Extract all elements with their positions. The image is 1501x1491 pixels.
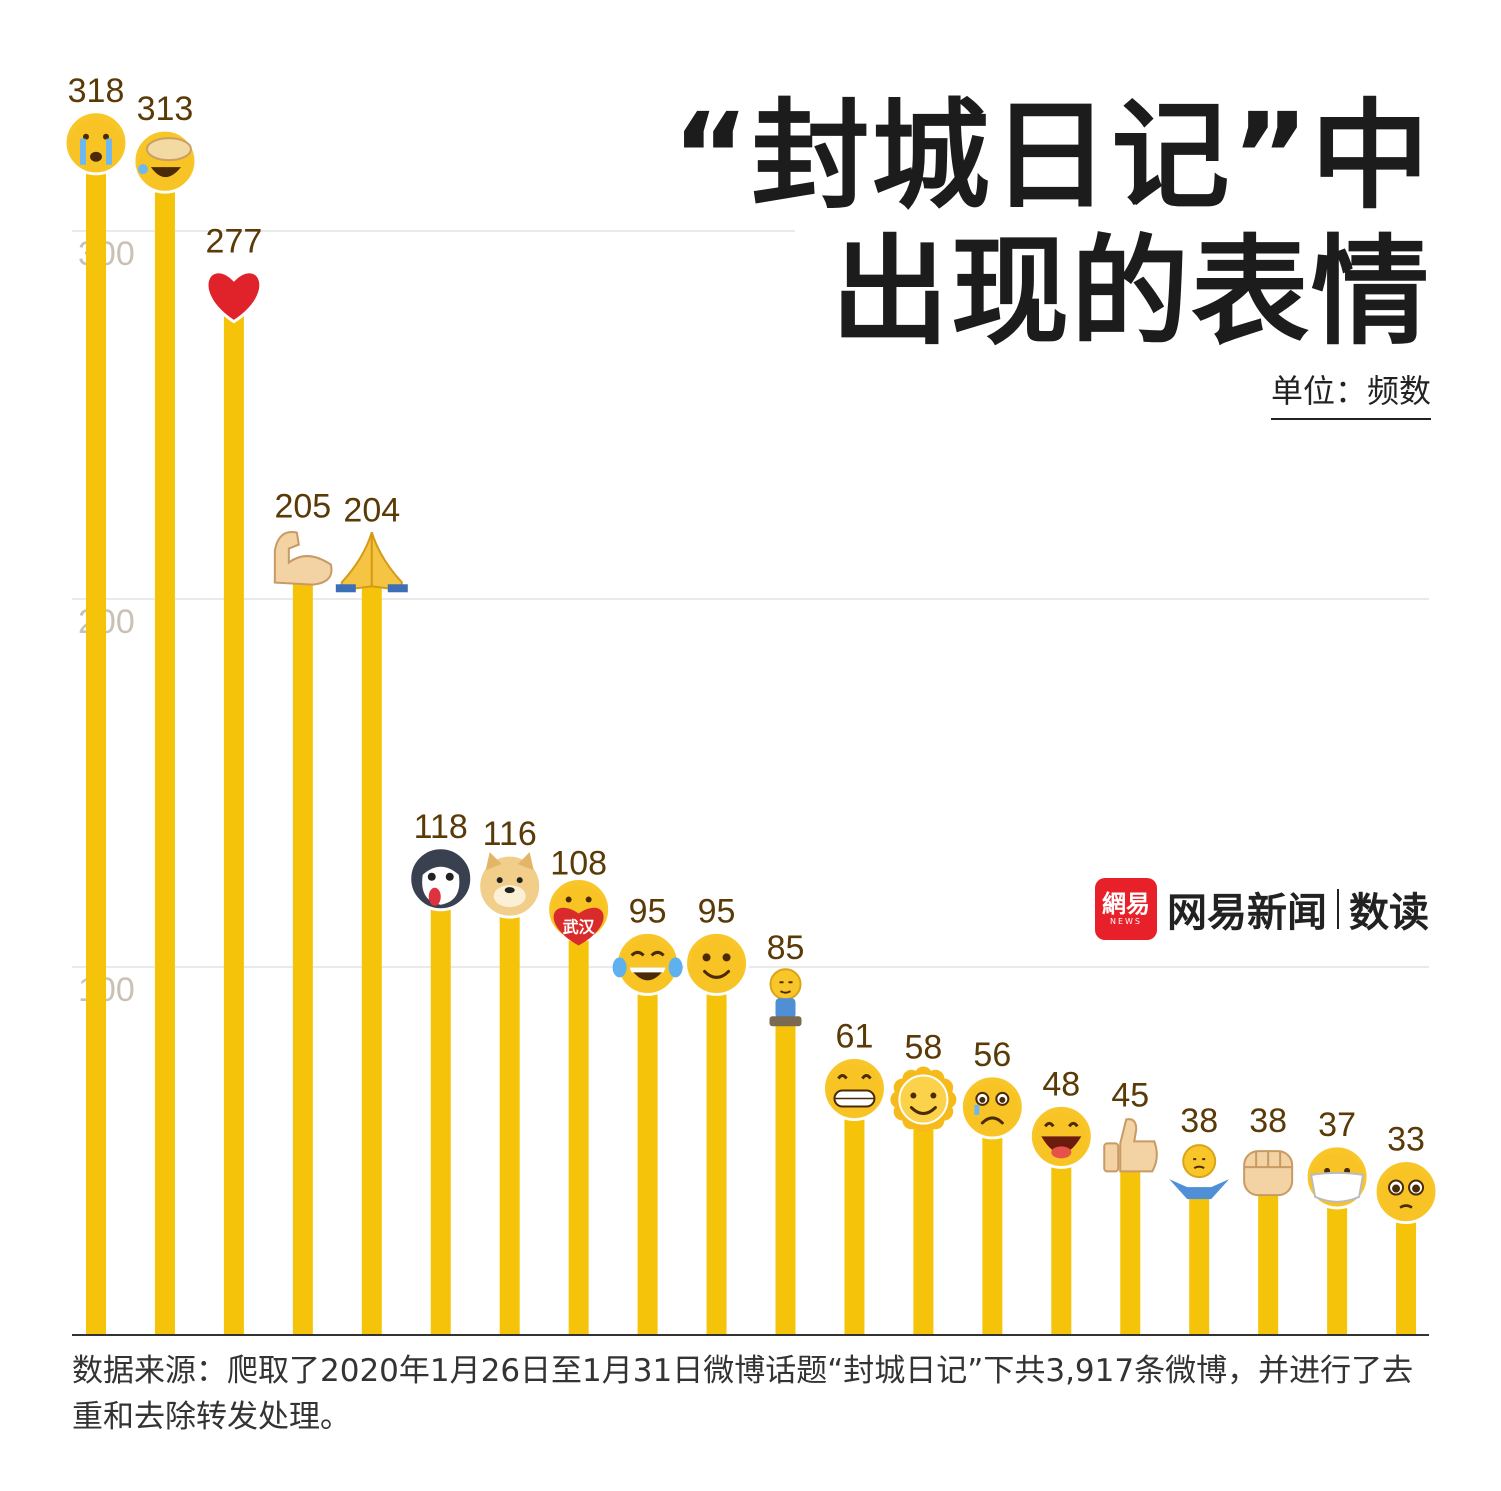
chart-title: “封城日记”中 出现的表情 xyxy=(672,88,1431,360)
shrug-icon xyxy=(1169,1144,1230,1200)
bar-9 xyxy=(637,985,658,1335)
mask-face-icon xyxy=(1304,1144,1370,1210)
data-label-20: 33 xyxy=(1387,1121,1425,1159)
bar-10 xyxy=(706,985,727,1335)
chart-title-line-1: “封城日记”中 xyxy=(671,87,1431,225)
svg-text:武汉: 武汉 xyxy=(563,918,596,937)
brand-name: 网易新闻 xyxy=(1167,890,1327,936)
data-label-8: 108 xyxy=(550,845,607,883)
bar-1 xyxy=(86,164,106,1335)
brand-sub-name: 数读 xyxy=(1349,890,1429,936)
kneeling-person-icon xyxy=(769,968,802,1027)
husky-dog-icon xyxy=(408,846,474,912)
bar-2 xyxy=(154,183,175,1335)
big-laugh-icon xyxy=(1028,1103,1094,1169)
pleading-face-icon xyxy=(1373,1159,1439,1225)
sun-face-icon xyxy=(890,1066,957,1133)
doge-icon xyxy=(477,852,543,919)
bar-14 xyxy=(982,1128,1003,1335)
data-label-16: 45 xyxy=(1111,1076,1149,1114)
data-label-3: 277 xyxy=(206,223,263,261)
bar-17 xyxy=(1189,1195,1210,1335)
bar-6 xyxy=(430,900,451,1335)
bar-15 xyxy=(1051,1158,1072,1335)
red-heart-icon xyxy=(205,270,263,324)
data-label-7: 116 xyxy=(483,815,537,853)
facepalm-laughing-icon xyxy=(132,128,198,194)
data-label-11: 85 xyxy=(767,929,805,967)
thumbs-up-icon xyxy=(1103,1118,1158,1173)
fist-icon xyxy=(1243,1150,1294,1197)
bar-5 xyxy=(361,584,382,1335)
netease-logo-icon: 網易 NEWS xyxy=(1095,878,1157,940)
data-label-18: 38 xyxy=(1249,1102,1287,1140)
data-label-17: 38 xyxy=(1180,1102,1218,1140)
crying-face-icon xyxy=(63,110,129,176)
data-source-note: 数据来源：爬取了2020年1月26日至1月31日微博话题“封城日记”下共3,91… xyxy=(72,1353,1414,1435)
brand-logo-subtext: NEWS xyxy=(1109,917,1143,926)
wuhan-heart-icon: 武汉 xyxy=(546,877,612,946)
data-labels: 318 313 277 205 204 118 116 108 95 95 85 61 58 56 48 45… xyxy=(68,72,1425,1159)
data-label-1: 318 xyxy=(68,72,125,110)
bar-11 xyxy=(775,1022,796,1335)
bar-7 xyxy=(499,908,520,1335)
data-label-15: 48 xyxy=(1042,1065,1080,1103)
tears-of-joy-icon xyxy=(612,930,683,996)
bar-19 xyxy=(1327,1198,1348,1335)
data-label-5: 204 xyxy=(343,491,400,529)
smiling-face-icon xyxy=(684,930,750,996)
bar-18 xyxy=(1258,1195,1279,1335)
data-label-6: 118 xyxy=(414,808,468,846)
brand-logo-block: 網易 NEWS 网易新闻 数读 xyxy=(1095,878,1429,940)
data-label-14: 56 xyxy=(973,1036,1011,1074)
bar-20 xyxy=(1396,1213,1417,1335)
bar-13 xyxy=(913,1121,934,1335)
data-label-13: 58 xyxy=(904,1029,942,1067)
bar-3 xyxy=(223,315,244,1335)
unit-label: 单位：频数 xyxy=(1270,366,1431,420)
data-label-9: 95 xyxy=(629,892,667,930)
data-label-4: 205 xyxy=(274,488,331,526)
flexed-biceps-icon xyxy=(273,531,333,586)
data-label-19: 37 xyxy=(1318,1106,1356,1144)
chart-title-line-2: 出现的表情 xyxy=(830,223,1431,361)
bar-icons: 武汉 xyxy=(63,110,1439,1225)
sad-face-icon xyxy=(959,1074,1025,1140)
bar-8 xyxy=(568,937,589,1335)
bars xyxy=(86,164,1417,1335)
brand-separator xyxy=(1337,889,1339,929)
bar-4 xyxy=(292,580,313,1335)
data-label-10: 95 xyxy=(698,892,736,930)
bar-12 xyxy=(844,1110,865,1335)
bar-16 xyxy=(1120,1169,1141,1335)
data-label-12: 61 xyxy=(836,1018,874,1056)
folded-hands-icon xyxy=(335,531,408,593)
brand-logo-text: 網易 xyxy=(1102,890,1150,918)
grinning-teeth-icon xyxy=(821,1056,887,1122)
data-label-2: 313 xyxy=(137,90,194,128)
